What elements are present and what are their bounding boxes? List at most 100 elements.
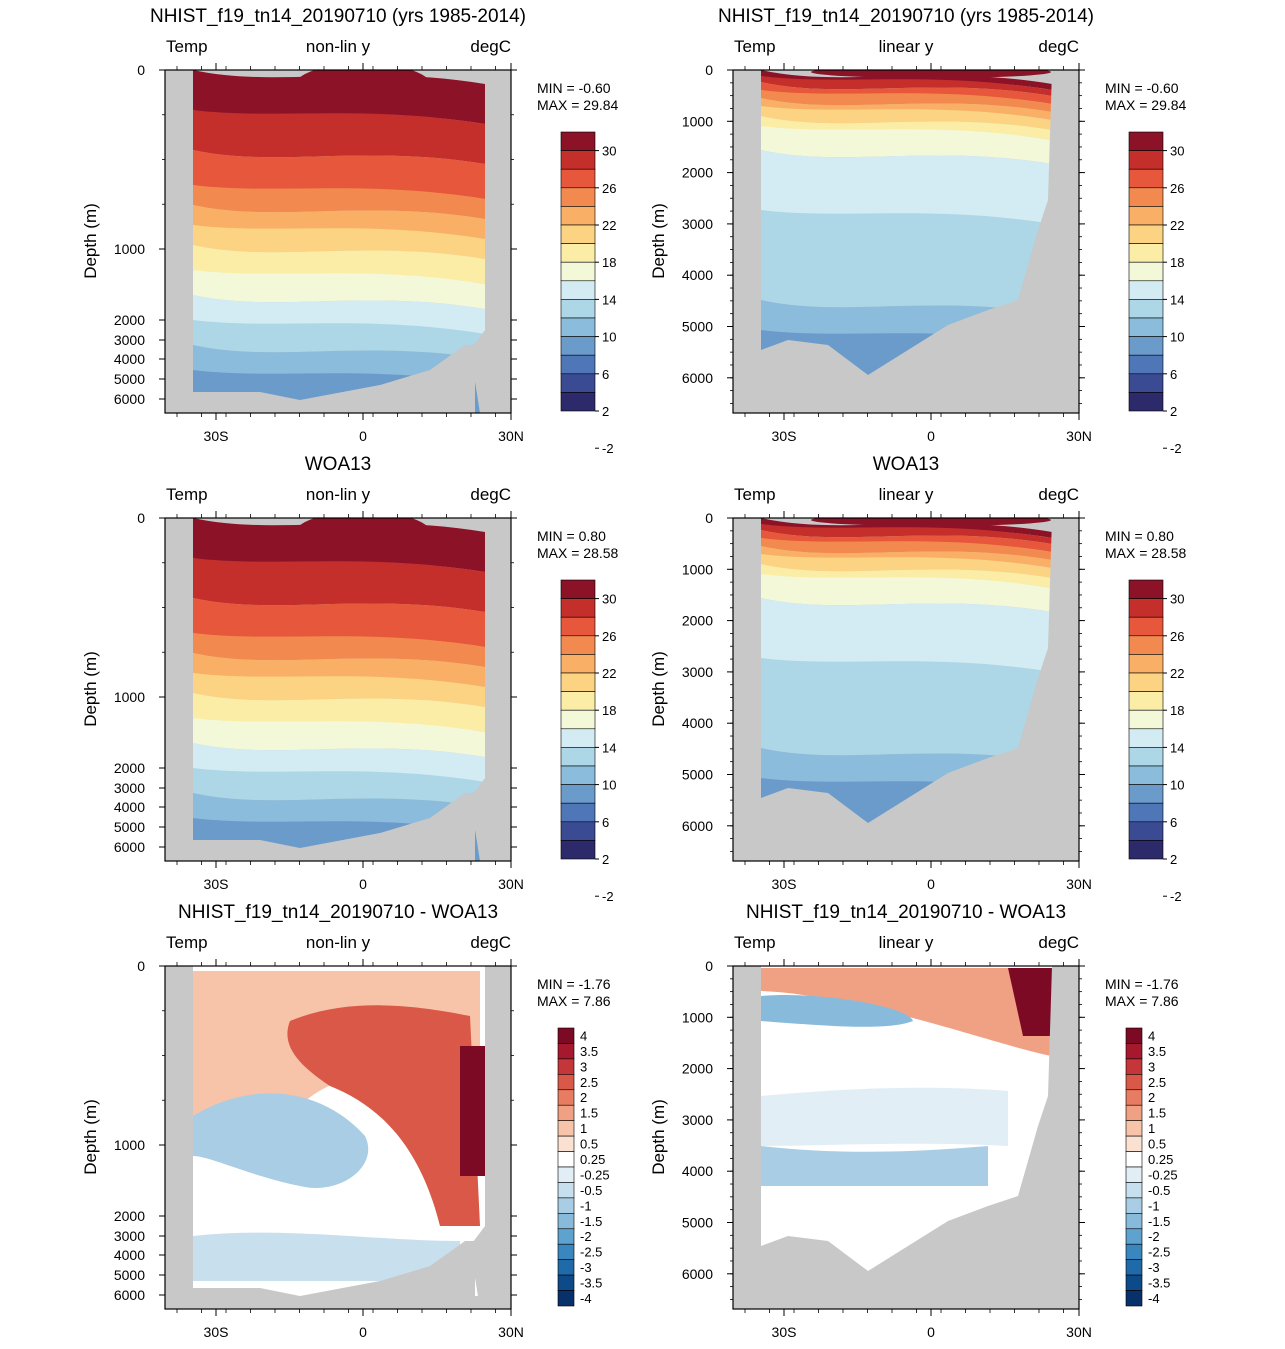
colorbar-label: 10 [1170, 778, 1184, 793]
land-floor [193, 345, 475, 413]
warm-core [811, 70, 1051, 78]
diff-cool-deep [193, 1232, 460, 1281]
colorbar: 43.532.521.510.50.25-0.25-0.5-1-1.5-2-2.… [557, 1027, 610, 1307]
colorbar-swatch [1125, 1290, 1143, 1307]
x-tick-label: 0 [359, 1324, 367, 1340]
colorbar-label: 22 [1170, 666, 1184, 681]
variable-label: Temp [166, 485, 208, 504]
land-floor [193, 793, 475, 861]
chart-svg: NHIST_f19_tn14_20190710 - WOA13 Temp linea… [649, 902, 1179, 1340]
warm-core [293, 70, 433, 113]
colorbar: 30 26 22 18 14 10 6 2 -2 [1128, 579, 1184, 904]
y-tick-label: 2000 [114, 312, 145, 328]
colorbar: 43.532.521.510.50.25-0.25-0.5-1-1.5-2-2.… [1125, 1027, 1178, 1307]
temperature-band-5 [761, 106, 1052, 130]
colorbar-label: 0.5 [580, 1137, 598, 1152]
x-tick-label: 30N [498, 1324, 524, 1340]
y-tick-label: 2000 [682, 165, 713, 181]
max-label: MAX = 28.58 [537, 545, 619, 561]
y-tick-label: 6000 [682, 370, 713, 386]
x-tick-label: 30S [772, 876, 797, 892]
colorbar-label: 26 [602, 629, 616, 644]
y-scale-label: linear y [879, 485, 934, 504]
colorbar-label: 3 [1148, 1059, 1155, 1074]
chart-title: NHIST_f19_tn14_20190710 - WOA13 [746, 902, 1066, 923]
x-tick-label: 0 [927, 1324, 935, 1340]
diff-cool-mid [193, 1093, 369, 1188]
colorbar-swatch [1128, 243, 1164, 263]
colorbar-swatch [1128, 317, 1164, 337]
colorbar-swatch [1128, 784, 1164, 804]
temperature-field [193, 70, 485, 413]
colorbar-label: 14 [602, 292, 616, 307]
colorbar-label: -2 [1148, 1229, 1160, 1244]
y-tick-label: 5000 [682, 767, 713, 783]
y-scale-label: non-lin y [306, 37, 371, 56]
max-label: MAX = 28.58 [1105, 545, 1187, 561]
colorbar-label: 6 [1170, 367, 1177, 382]
min-label: MIN = -1.76 [537, 976, 611, 992]
min-label: MIN = 0.80 [1105, 528, 1174, 544]
land-west [165, 518, 193, 861]
colorbar-label: 4 [580, 1028, 587, 1043]
colorbar-swatch [1128, 728, 1164, 748]
y-tick-label: 5000 [682, 319, 713, 335]
colorbar-swatch [1128, 579, 1164, 599]
colorbar-swatch [1125, 1228, 1143, 1245]
x-tick-label: 30N [498, 876, 524, 892]
colorbar-swatch [1125, 1043, 1143, 1060]
colorbar-label: 3.5 [580, 1044, 598, 1059]
temperature-band-9 [761, 658, 1052, 762]
land-floor [761, 758, 988, 861]
temperature-band-2 [761, 530, 1052, 552]
y-tick-label: 5000 [114, 371, 145, 387]
y-tick-label: 1000 [682, 561, 713, 577]
temperature-band-1 [761, 76, 1052, 96]
colorbar-label: 6 [602, 815, 609, 830]
colorbar-label: 30 [1170, 592, 1184, 607]
colorbar-label: 30 [602, 592, 616, 607]
colorbar-swatch [1128, 802, 1164, 823]
y-tick-label: 3000 [114, 1228, 145, 1244]
colorbar-swatch [1125, 1259, 1143, 1276]
y-tick-label: 2000 [682, 613, 713, 629]
temperature-band-6 [761, 564, 1052, 588]
y-tick-label: 0 [705, 510, 713, 526]
temperature-band-5 [193, 673, 485, 707]
colorbar-swatch [1128, 224, 1164, 244]
plot-frame [732, 517, 1080, 862]
colorbar-swatch [1125, 1166, 1143, 1183]
land-mask [165, 966, 511, 1309]
units-label: degC [1038, 485, 1079, 504]
temperature-band-9 [193, 768, 485, 807]
y-tick-label: 6000 [114, 1287, 145, 1303]
colorbar-swatch [1128, 336, 1164, 356]
land-west [733, 518, 761, 861]
colorbar-label: 10 [602, 330, 616, 345]
temperature-band-2 [193, 598, 485, 647]
colorbar-swatch [1128, 672, 1164, 692]
plot-area [165, 966, 511, 1309]
chart-svg: NHIST_f19_tn14_20190710 - WOA13 Temp non-l… [81, 902, 611, 1340]
colorbar-label: -2.5 [1148, 1245, 1170, 1260]
colorbar-label: 26 [1170, 181, 1184, 196]
colorbar-swatch [1128, 354, 1164, 375]
colorbar: 30 26 22 18 14 10 6 2 -2 [560, 579, 616, 904]
colorbar-label: 0.5 [1148, 1137, 1166, 1152]
colorbar-label: -3 [580, 1260, 592, 1275]
plot-frame [732, 69, 1080, 414]
colorbar-swatch [557, 1290, 575, 1307]
plot-area [733, 518, 1079, 861]
min-label: MIN = -0.60 [537, 80, 611, 96]
colorbar-label: 2 [602, 404, 609, 419]
max-label: MAX = 7.86 [537, 993, 611, 1009]
temperature-band-7 [761, 574, 1052, 612]
colorbar-swatch [1128, 840, 1164, 860]
y-scale-label: non-lin y [306, 485, 371, 504]
chart-title: NHIST_f19_tn14_20190710 (yrs 1985-2014) [150, 6, 526, 27]
land-floor [761, 310, 988, 413]
chart-svg: WOA13 Temp linear y degC 0 1000 2000 3000 4000 50… [649, 454, 1187, 904]
colorbar-label: -3.5 [1148, 1276, 1170, 1291]
difference-field [193, 966, 485, 1296]
colorbar-label: 2.5 [1148, 1075, 1166, 1090]
